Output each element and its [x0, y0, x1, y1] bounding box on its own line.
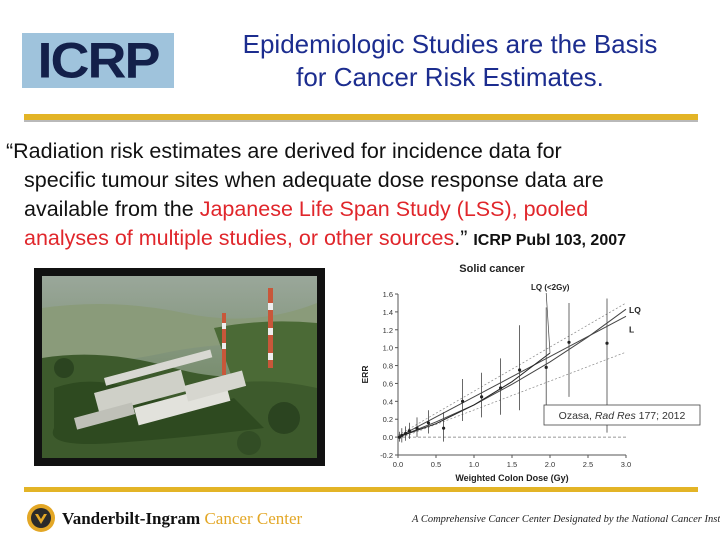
quote-end: .” — [454, 226, 468, 250]
quote-line-4: analyses of multiple studies, or other s… — [6, 224, 718, 255]
y-tick-label: 1.0 — [383, 344, 393, 353]
data-point — [567, 340, 571, 344]
y-tick-label: 0.8 — [383, 362, 393, 371]
quote-block: “Radiation risk estimates are derived fo… — [6, 137, 718, 255]
y-tick-label: -0.2 — [380, 451, 393, 460]
data-point — [426, 421, 430, 425]
quote-highlight-2: analyses of multiple studies, or other s… — [24, 226, 455, 250]
y-tick-label: 0.6 — [383, 379, 393, 388]
institution-tagline: A Comprehensive Cancer Center Designated… — [412, 514, 720, 525]
data-point — [400, 433, 404, 437]
citation-author: Ozasa, — [559, 410, 595, 422]
data-point — [404, 431, 408, 436]
x-tick-label: 1.5 — [507, 460, 517, 469]
x-tick-label: 3.0 — [621, 460, 631, 469]
y-tick-label: 0.2 — [383, 415, 393, 424]
institution-name: Vanderbilt-Ingram Cancer Center — [62, 509, 302, 529]
title-line-2: for Cancer Risk Estimates. — [296, 62, 604, 92]
data-point — [480, 395, 484, 399]
y-tick-label: 0.0 — [383, 433, 393, 442]
x-axis-label: Weighted Colon Dose (Gy) — [455, 473, 568, 483]
ci-lower-line — [397, 351, 627, 440]
x-tick-label: 2.5 — [583, 460, 593, 469]
data-point — [499, 386, 503, 390]
series-label-l: L — [629, 324, 634, 334]
citation-text: Ozasa, Rad Res 177; 2012 — [559, 410, 686, 422]
chart-svg: Solid cancer-0.20.00.20.40.60.81.01.21.4… — [360, 263, 701, 483]
logo-text: ICRP — [37, 32, 160, 89]
aerial-photo — [34, 268, 325, 466]
quote-highlight-1: Japanese Life Span Study (LSS), pooled — [199, 197, 589, 221]
institution-cancer-center: Cancer Center — [200, 509, 303, 528]
y-tick-label: 0.4 — [383, 397, 393, 406]
x-tick-label: 0.0 — [393, 460, 403, 469]
institution-main: Vanderbilt-Ingram — [62, 509, 201, 528]
data-point — [544, 365, 548, 369]
quote-citation: ICRP Publ 103, 2007 — [473, 232, 627, 249]
citation-journal: Rad Res — [595, 410, 637, 422]
data-point — [397, 435, 402, 439]
data-point — [518, 368, 522, 372]
y-axis-label: ERR — [360, 366, 370, 384]
solid-cancer-chart: Solid cancer -0.2 0.0 0.2 0.4 0.6 0.8 1.0 1.2 1.4… — [356, 260, 704, 488]
data-point — [461, 399, 465, 403]
data-point — [415, 426, 419, 430]
data-point — [407, 429, 411, 433]
series-label-lq2-pointer — [545, 292, 551, 354]
series-label-lq: LQ — [629, 305, 641, 315]
x-tick-label: 2.0 — [545, 460, 555, 469]
quote-line-1: “Radiation risk estimates are derived fo… — [6, 139, 562, 163]
x-tick-label: 1.0 — [469, 460, 479, 469]
series-line-2 — [397, 352, 551, 438]
aerial-photo-image — [42, 276, 317, 458]
citation-rest: 177; 2012 — [636, 410, 686, 422]
title-line-1: Epidemiologic Studies are the Basis — [242, 29, 658, 59]
vanderbilt-seal-icon — [26, 503, 56, 533]
y-tick-label: 1.2 — [383, 326, 393, 335]
icrp-logo: ICRP — [22, 33, 174, 88]
data-point — [605, 341, 609, 345]
chart-title: Solid cancer — [459, 263, 525, 275]
quote-line-2: specific tumour sites when adequate dose… — [24, 168, 604, 192]
slide-title: Epidemiologic Studies are the Basis for … — [180, 28, 720, 94]
quote-line-3: available from the Japanese Life Span St… — [6, 195, 718, 224]
y-tick-label: 1.4 — [383, 308, 393, 317]
citation-box — [543, 404, 701, 426]
bottom-divider — [24, 487, 698, 492]
series-label-lq2: LQ (<2Gy) — [531, 283, 570, 292]
x-tick-label: 0.5 — [431, 460, 441, 469]
series-line-1 — [397, 308, 627, 438]
top-divider — [24, 114, 698, 120]
quote-line-3-text: available from the — [24, 197, 200, 221]
y-tick-label: 1.6 — [383, 290, 393, 299]
data-point — [442, 426, 446, 430]
